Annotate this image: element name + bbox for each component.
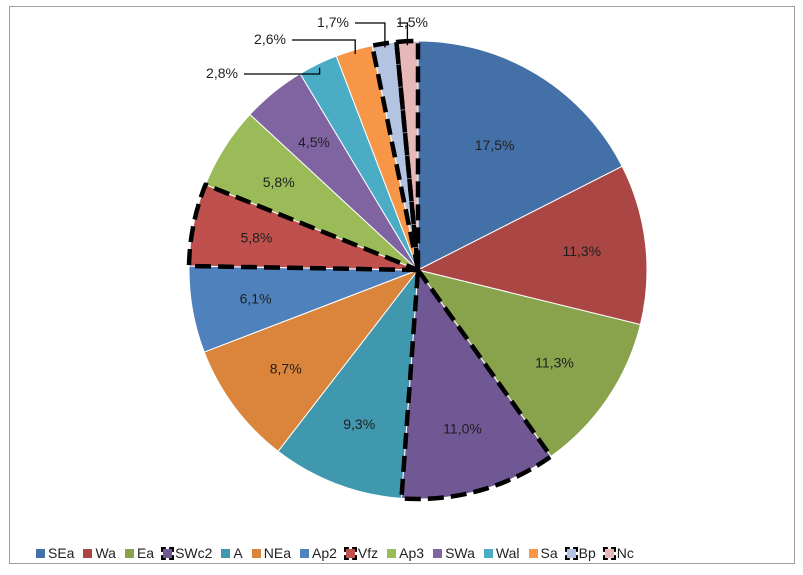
legend-item-nc: Nc: [602, 545, 634, 561]
legend-item-bp: Bp: [564, 545, 596, 561]
legend: SEa Wa Ea SWc2 A NEa Ap2 Vfz Ap3 SWa Wal Sa Bp Nc: [36, 543, 643, 563]
highlight-outline-vfz: [186, 182, 421, 273]
data-label-swc2: 11,0%: [443, 421, 482, 437]
data-label-wa: 11,3%: [562, 243, 601, 259]
legend-swatch-nea: [251, 548, 261, 558]
legend-label-ea: Ea: [136, 545, 155, 561]
pie-slices: [188, 40, 648, 500]
slice-sea: [417, 40, 623, 271]
legend-label-ap2: Ap2: [312, 545, 337, 561]
leader-line-sa: [292, 39, 356, 54]
legend-label-sa: Sa: [540, 545, 558, 561]
legend-item-swa: SWa: [433, 545, 475, 561]
legend-label-swa: SWa: [445, 545, 475, 561]
legend-label-bp: Bp: [578, 545, 596, 561]
legend-swatch-sea: [36, 548, 45, 558]
data-label-nea: 8,7%: [270, 361, 302, 377]
legend-item-sea: SEa: [36, 545, 74, 561]
data-label-sa: 2,6%: [254, 31, 286, 47]
legend-item-ea: Ea: [124, 545, 155, 561]
legend-swatch-ap3: [387, 548, 397, 558]
legend-swatch-swc2: [161, 546, 175, 560]
legend-label-a: A: [233, 545, 243, 561]
legend-item-wa: Wa: [83, 545, 116, 561]
data-labels: 17,5% 11,3% 11,3% 11,0% 9,3% 8,7% 6,1% 5,8% 5,8%…: [206, 14, 601, 437]
leader-line-wal: [244, 67, 321, 75]
slice-a: [277, 268, 419, 499]
legend-swatch-ea: [124, 548, 134, 558]
legend-label-ap3: Ap3: [399, 545, 425, 561]
data-label-ap2: 6,1%: [240, 291, 272, 307]
highlight-outline-swc2: [399, 267, 554, 502]
slice-nea: [203, 268, 420, 452]
legend-swatch-vfz: [343, 546, 357, 560]
legend-swatch-ap2: [300, 548, 309, 558]
legend-label-nc: Nc: [616, 545, 634, 561]
legend-item-swc2: SWc2: [161, 545, 213, 561]
legend-swatch-wa: [83, 548, 93, 558]
data-label-ea: 11,3%: [535, 355, 574, 371]
legend-item-ap2: Ap2: [300, 545, 337, 561]
legend-item-sa: Sa: [528, 545, 558, 561]
legend-item-nea: NEa: [251, 545, 291, 561]
legend-swatch-nc: [602, 546, 616, 560]
leader-lines: [244, 22, 409, 75]
data-label-swa: 4,5%: [298, 134, 330, 150]
data-label-a: 9,3%: [343, 416, 375, 432]
legend-swatch-bp: [564, 546, 578, 560]
slice-wa: [416, 165, 648, 326]
legend-swatch-sa: [528, 548, 538, 558]
legend-item-vfz: Vfz: [343, 545, 379, 561]
data-label-nc: 1,5%: [396, 14, 428, 30]
legend-label-swc2: SWc2: [175, 545, 213, 561]
legend-label-wa: Wa: [95, 545, 116, 561]
data-label-ap3: 5,8%: [263, 174, 295, 190]
legend-label-sea: SEa: [48, 545, 75, 561]
slice-ea: [416, 269, 642, 458]
data-label-bp: 1,7%: [317, 14, 349, 30]
legend-label-nea: NEa: [263, 545, 291, 561]
data-label-wal: 2,8%: [206, 65, 238, 81]
legend-item-ap3: Ap3: [387, 545, 424, 561]
legend-label-wal: Wal: [495, 545, 520, 561]
data-label-vfz: 5,8%: [240, 229, 272, 245]
legend-swatch-swa: [433, 548, 443, 558]
data-label-sea: 17,5%: [475, 137, 515, 153]
leader-line-bp: [355, 22, 386, 48]
legend-label-vfz: Vfz: [357, 545, 379, 561]
legend-swatch-a: [221, 548, 231, 558]
legend-item-wal: Wal: [483, 545, 520, 561]
legend-swatch-wal: [483, 548, 493, 558]
legend-item-a: A: [221, 545, 243, 561]
leader-line-nc: [398, 22, 409, 46]
